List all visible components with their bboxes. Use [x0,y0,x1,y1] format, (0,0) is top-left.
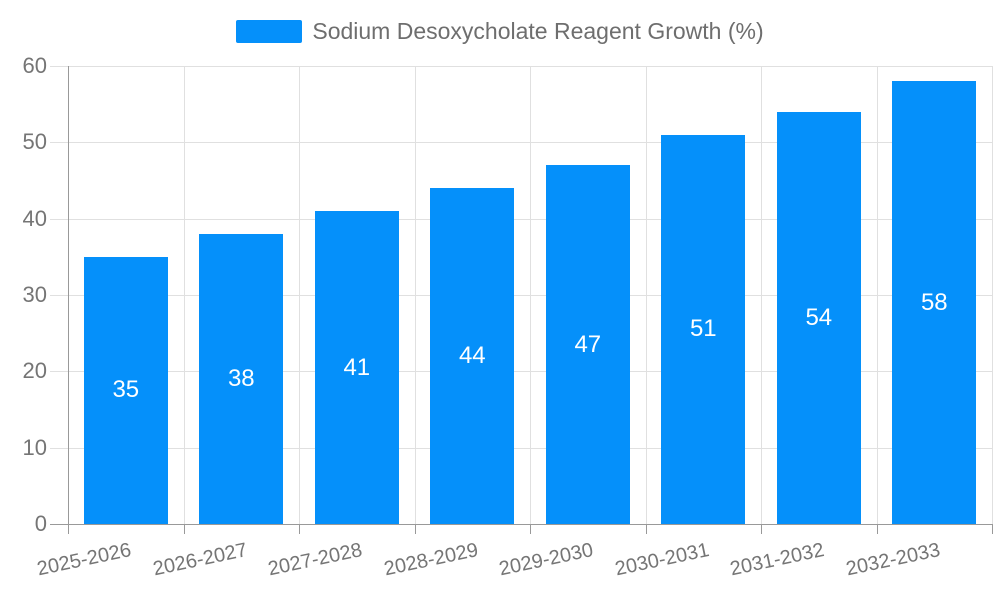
y-gridline [50,219,992,220]
x-gridline [646,66,647,524]
x-gridline [992,66,993,524]
y-gridline [50,142,992,143]
x-axis-tick-label: 2028-2029 [381,539,480,581]
bar[interactable] [661,134,746,524]
y-gridline [50,295,992,296]
y-gridline [50,66,992,67]
bar[interactable] [892,81,977,524]
x-axis-tick [68,525,69,534]
x-axis-tick [299,525,300,534]
x-axis-tick [415,525,416,534]
x-axis-tick [184,525,185,534]
x-axis-tick-label: 2026-2027 [150,539,249,581]
bar[interactable] [83,256,168,524]
x-gridline [877,66,878,524]
y-axis-tick-label: 50 [22,129,47,154]
x-axis-tick [761,525,762,534]
x-axis-tick-label: 2027-2028 [266,539,365,581]
y-axis-tick-label: 20 [22,358,47,383]
x-axis-tick-label: 2031-2032 [728,539,827,581]
y-axis-tick-label: 60 [22,53,47,78]
x-axis-tick [992,525,993,534]
x-axis-tick-label: 2025-2026 [35,539,134,581]
y-axis-line [68,66,69,524]
x-axis-tick-label: 2032-2033 [843,539,942,581]
x-axis-tick [530,525,531,534]
bar[interactable] [430,188,515,524]
x-gridline [184,66,185,524]
legend: Sodium Desoxycholate Reagent Growth (%) [0,18,1000,45]
x-axis-tick-label: 2030-2031 [612,539,711,581]
x-axis-line [68,524,993,525]
legend-item[interactable]: Sodium Desoxycholate Reagent Growth (%) [236,18,764,45]
y-gridline [50,371,992,372]
x-axis-tick [646,525,647,534]
y-axis-tick-label: 10 [22,435,47,460]
bar[interactable] [199,233,284,524]
x-axis-tick [877,525,878,534]
x-gridline [415,66,416,524]
bar[interactable] [776,111,861,524]
y-axis-tick-label: 40 [22,206,47,231]
x-axis-tick-label: 2029-2030 [497,539,596,581]
bar[interactable] [545,165,630,524]
y-axis-tick-label: 30 [22,282,47,307]
x-gridline [530,66,531,524]
x-gridline [299,66,300,524]
legend-bar-swatch-icon [236,20,303,43]
x-gridline [761,66,762,524]
y-axis-tick-label: 0 [34,511,47,536]
bar[interactable] [314,211,399,524]
y-gridline [50,448,992,449]
legend-label: Sodium Desoxycholate Reagent Growth (%) [312,18,764,44]
y-axis-zero-tick [50,524,68,525]
